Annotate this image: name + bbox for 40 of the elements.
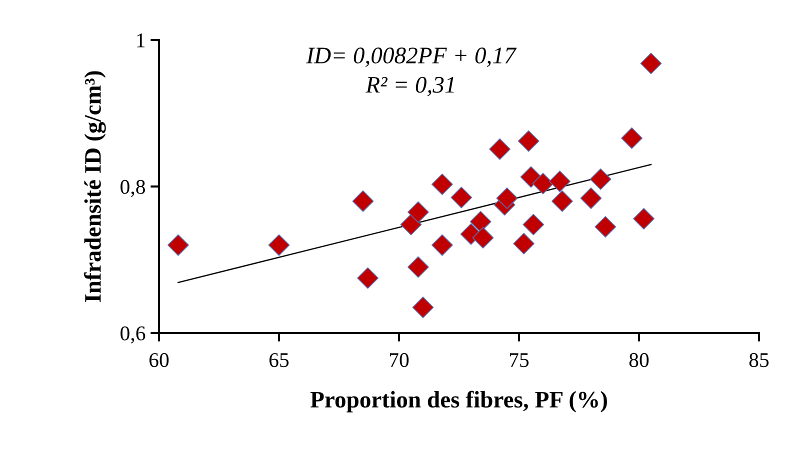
point <box>513 232 535 254</box>
point <box>621 127 643 149</box>
point <box>532 172 554 194</box>
x-axis-title: Proportion des fibres, PF (%) <box>310 390 607 412</box>
point <box>489 138 511 160</box>
y-axis-title: Infradensité ID (g/cm³) <box>84 71 106 302</box>
point <box>551 190 573 212</box>
point <box>268 234 290 256</box>
point <box>518 130 540 152</box>
point <box>407 256 429 278</box>
y-tick-label: 0,6 <box>120 326 146 344</box>
point <box>412 296 434 318</box>
point <box>640 52 662 74</box>
point <box>522 214 544 236</box>
point <box>431 234 453 256</box>
point <box>633 208 655 230</box>
x-tick-label: 70 <box>390 353 409 368</box>
x-tick-label: 60 <box>149 353 169 368</box>
point <box>400 214 422 236</box>
point <box>407 201 429 223</box>
point <box>472 227 494 248</box>
point <box>470 210 492 232</box>
y-tick-label: 1 <box>137 33 145 48</box>
y-tick-label: 0,8 <box>120 180 146 197</box>
point <box>431 174 453 196</box>
x-tick-label: 65 <box>269 353 289 368</box>
x-tick-label: 80 <box>629 353 649 368</box>
point <box>357 267 379 289</box>
point <box>549 170 571 192</box>
point <box>167 234 189 256</box>
point <box>594 216 616 238</box>
point <box>590 168 612 190</box>
point <box>580 188 602 209</box>
annotation: ID= 0,0082PF + 0,17 <box>306 48 517 67</box>
annotation: R² = 0,31 <box>366 76 454 96</box>
point <box>496 188 518 209</box>
point <box>352 190 374 212</box>
x-tick-label: 75 <box>510 353 529 368</box>
x-tick-label: 85 <box>749 353 769 368</box>
point <box>450 186 472 208</box>
